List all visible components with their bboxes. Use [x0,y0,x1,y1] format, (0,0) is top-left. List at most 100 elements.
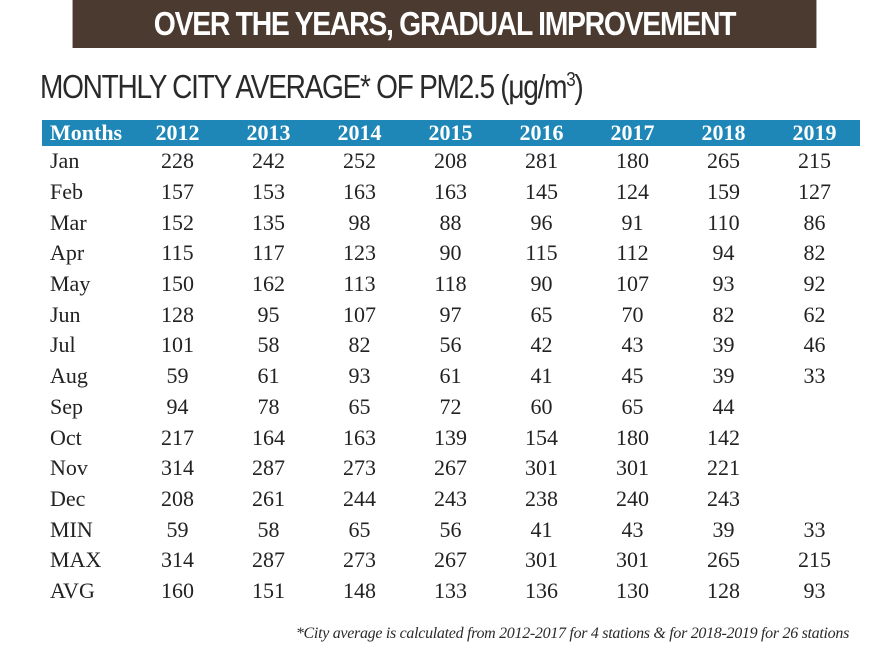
table-cell: 58 [257,516,280,542]
table-row: Jul 101 58 82 56 42 43 39 46 [42,330,860,361]
table-cell: 152 [161,209,194,235]
table-cell: 98 [348,209,371,235]
row-label: Oct [50,424,82,450]
row-label: Dec [50,485,86,511]
row-label: Feb [50,179,83,205]
table-cell: 93 [712,271,735,297]
table-cell: 163 [343,179,376,205]
header-row: Months 2012 2013 2014 2015 2016 2017 2018 2019 [42,120,860,146]
table-cell: 115 [525,240,558,266]
table-cell: 301 [616,547,649,573]
table-cell: 154 [525,424,558,450]
table-cell: 101 [161,332,194,358]
table-cell [769,422,860,453]
table-cell: 72 [439,393,462,419]
row-label: Nov [50,455,88,481]
table-cell: 33 [803,516,826,542]
column-header-2014: 2014 [314,120,405,146]
table-cell: 273 [343,455,376,481]
table-cell: 70 [621,301,644,327]
table-cell: 287 [252,547,285,573]
table-cell: 33 [803,363,826,389]
row-label: MIN [50,516,93,542]
row-label: Jul [50,332,76,358]
table-cell: 127 [798,179,831,205]
table-cell: 78 [257,393,280,419]
row-label: Jan [50,148,80,174]
table-cell: 61 [439,363,462,389]
table-cell: 287 [252,455,285,481]
table-cell: 113 [343,271,376,297]
row-label: MAX [50,547,102,573]
table-cell: 133 [434,577,467,603]
table-cell: 65 [348,516,371,542]
table-cell: 314 [161,455,194,481]
table-cell: 242 [252,148,285,174]
column-header-2019: 2019 [769,120,860,146]
column-header-2012: 2012 [132,120,223,146]
table-cell: 139 [434,424,467,450]
table-cell: 215 [798,547,831,573]
table-cell: 208 [434,148,467,174]
table-cell: 145 [525,179,558,205]
table-title-text: MONTHLY CITY AVERAGE* OF PM2.5 (μg/m [40,68,567,105]
table-cell: 59 [166,363,189,389]
table-cell: 142 [707,424,740,450]
table-cell: 118 [434,271,467,297]
table-cell: 92 [803,271,826,297]
table-cell: 56 [439,332,462,358]
table-row: MAX 314 287 273 267 301 301 265 215 [42,545,860,576]
table-cell: 65 [621,393,644,419]
table-cell: 267 [434,547,467,573]
table-cell: 42 [530,332,553,358]
unit-superscript: 3 [566,69,575,91]
table-cell: 150 [161,271,194,297]
table-row: Feb 157 153 163 163 145 124 159 127 [42,177,860,208]
table-cell: 62 [803,301,826,327]
table-cell: 65 [530,301,553,327]
table-cell: 244 [343,485,376,511]
table-cell: 39 [712,516,735,542]
table-row: Apr 115 117 123 90 115 112 94 82 [42,238,860,269]
table-row: Jan 228 242 252 208 281 180 265 215 [42,146,860,177]
table-cell: 110 [707,209,740,235]
banner-title: OVER THE YEARS, GRADUAL IMPROVEMENT [72,0,817,48]
table-title-close: ) [574,68,583,105]
table-cell: 228 [161,148,194,174]
table-cell: 117 [252,240,285,266]
column-header-2018: 2018 [678,120,769,146]
table-cell: 208 [161,485,194,511]
table-cell: 96 [530,209,553,235]
table-cell: 97 [439,301,462,327]
table-cell: 217 [161,424,194,450]
table-row: May 150 162 113 118 90 107 93 92 [42,269,860,300]
table-cell: 56 [439,516,462,542]
table-row: MIN 59 58 65 56 41 43 39 33 [42,514,860,545]
table-cell: 107 [343,301,376,327]
table-cell: 243 [707,485,740,511]
table-cell: 180 [616,424,649,450]
table-cell: 148 [343,577,376,603]
table-cell: 151 [252,577,285,603]
table-cell: 135 [252,209,285,235]
table-cell: 45 [621,363,644,389]
table-cell: 157 [161,179,194,205]
table-cell: 180 [616,148,649,174]
table-cell: 39 [712,363,735,389]
table-cell: 164 [252,424,285,450]
column-header-2016: 2016 [496,120,587,146]
table-cell: 252 [343,148,376,174]
table-cell: 301 [616,455,649,481]
table-cell: 163 [343,424,376,450]
table-cell [769,453,860,484]
table-cell: 240 [616,485,649,511]
table-cell: 41 [530,363,553,389]
table-cell: 261 [252,485,285,511]
table-cell: 160 [161,577,194,603]
table-cell: 123 [343,240,376,266]
table-cell: 39 [712,332,735,358]
table-cell: 82 [712,301,735,327]
table-cell: 94 [166,393,189,419]
table-cell: 163 [434,179,467,205]
table-row: Oct 217 164 163 139 154 180 142 [42,422,860,453]
